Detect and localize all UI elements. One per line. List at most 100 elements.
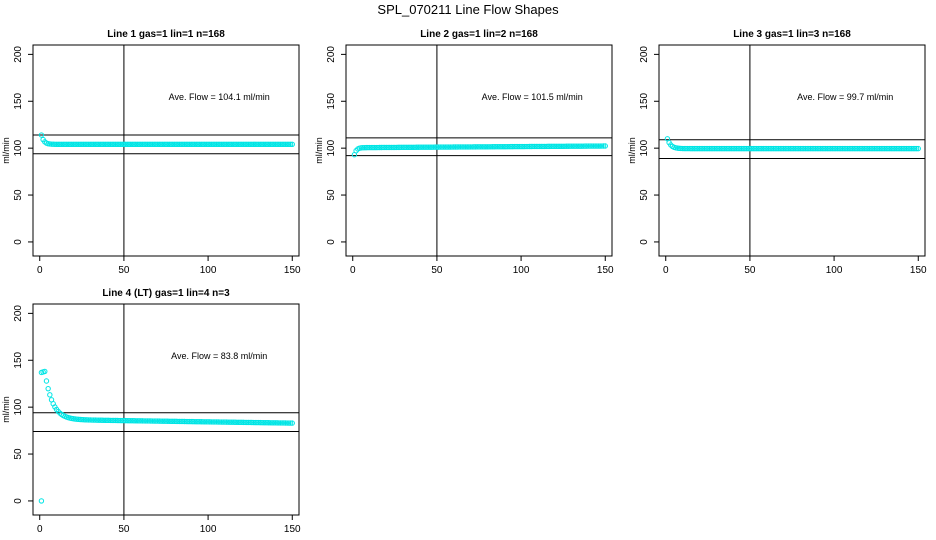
y-tick-label: 50 [13, 448, 24, 460]
data-point [880, 145, 886, 152]
data-point [792, 145, 799, 152]
data-point [434, 144, 440, 150]
data-point [577, 143, 583, 149]
data-point [176, 418, 183, 425]
data-point [126, 417, 132, 424]
data-point [488, 144, 494, 150]
data-point [122, 417, 129, 424]
data-point [271, 420, 277, 426]
data-point [420, 144, 427, 150]
data-point [254, 419, 260, 426]
y-tick-label: 50 [13, 189, 24, 201]
data-point [720, 145, 726, 152]
data-point [743, 145, 750, 152]
data-point [594, 143, 600, 149]
data-point [210, 419, 216, 425]
plot-frame [658, 44, 926, 257]
data-point [101, 141, 107, 148]
data-point [139, 141, 146, 148]
data-point [715, 145, 721, 152]
data-point [430, 144, 437, 150]
data-point [848, 145, 854, 152]
data-point [185, 418, 191, 425]
data-point [208, 141, 215, 148]
data-point [501, 143, 507, 150]
data-point [153, 141, 159, 148]
data-point [558, 143, 565, 149]
data-point [196, 141, 203, 148]
data-point [474, 144, 481, 150]
data-point [828, 145, 834, 152]
data-point [277, 420, 284, 426]
data-point [713, 145, 719, 152]
data-point [257, 419, 263, 426]
data-point [227, 419, 233, 425]
data-point [260, 419, 267, 426]
data-point [106, 141, 112, 148]
data-point [841, 145, 847, 152]
data-point [408, 144, 415, 150]
data-point [264, 141, 270, 148]
data-point [530, 143, 536, 150]
data-point [774, 145, 780, 152]
data-point [175, 141, 181, 148]
data-point [366, 144, 373, 151]
data-point [205, 419, 211, 425]
data-point [82, 417, 88, 423]
data-point [234, 141, 240, 148]
data-point [723, 145, 730, 152]
data-point [770, 145, 777, 152]
data-point [471, 144, 477, 150]
data-point [799, 145, 805, 152]
data-point [85, 417, 92, 423]
data-point [203, 419, 210, 425]
x-tick-label: 150 [597, 265, 614, 276]
data-point [154, 418, 161, 424]
data-point [131, 141, 137, 148]
data-point [602, 143, 608, 149]
data-point [831, 145, 837, 152]
data-point [796, 145, 802, 152]
data-point [279, 141, 285, 148]
x-tick-label: 150 [910, 265, 927, 276]
data-point [738, 145, 745, 152]
data-point [701, 145, 708, 152]
data-point [127, 417, 134, 424]
data-point [844, 145, 851, 152]
data-point [888, 145, 895, 152]
data-point [392, 144, 398, 151]
data-point [459, 144, 465, 150]
data-point [87, 417, 93, 423]
data-point [375, 144, 381, 151]
data-point [809, 145, 815, 152]
y-tick-label: 0 [13, 239, 24, 245]
data-point [249, 141, 255, 148]
y-axis-label: ml/min [314, 137, 324, 164]
data-point [515, 143, 521, 150]
data-point [826, 145, 832, 152]
data-point [272, 420, 279, 426]
data-point [494, 144, 501, 150]
data-point [735, 145, 741, 152]
data-point [171, 141, 178, 148]
data-point [525, 143, 531, 150]
data-point [535, 143, 541, 150]
data-point [385, 144, 391, 151]
data-point [742, 145, 748, 152]
x-tick-label: 100 [826, 265, 843, 276]
panel-grid: Line 1 gas=1 lin=1 n=168 0 50 100 150 0 50 100 1… [1, 29, 927, 535]
data-point [198, 419, 205, 425]
data-point [202, 141, 208, 148]
data-point [908, 145, 915, 152]
y-axis-label: ml/min [1, 137, 11, 164]
data-point [775, 145, 782, 152]
data-point [866, 145, 873, 152]
x-tick-label: 0 [37, 265, 43, 276]
data-point [400, 144, 406, 151]
data-point [817, 145, 824, 152]
data-point [868, 145, 874, 152]
data-point [370, 144, 376, 151]
data-point [67, 141, 73, 148]
x-tick-label: 50 [118, 524, 130, 535]
data-point [698, 145, 704, 152]
